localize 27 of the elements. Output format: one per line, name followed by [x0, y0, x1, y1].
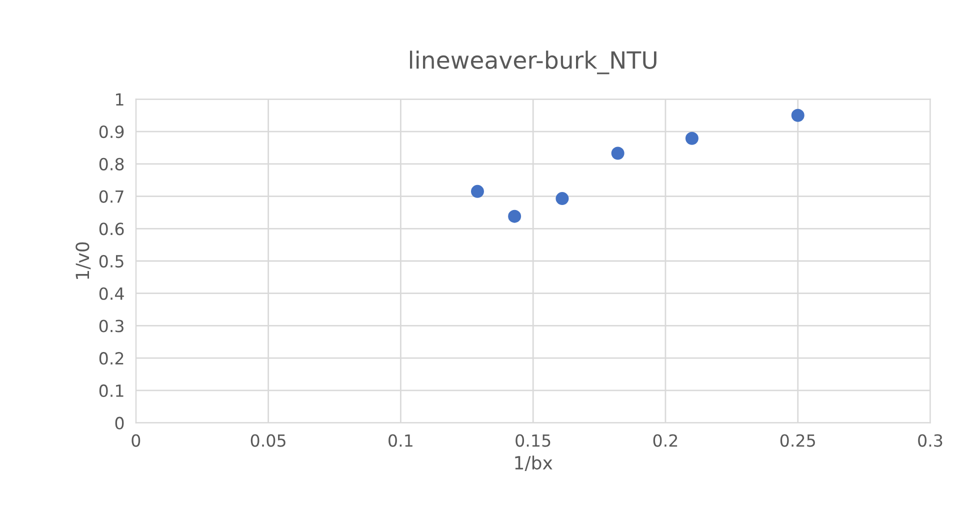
point	[791, 108, 804, 122]
y-tick-label: 1	[116, 93, 124, 106]
point	[611, 146, 624, 160]
chart-title: lineweaver-burk_NTU	[410, 50, 656, 74]
y-axis-title: 1/v0	[76, 242, 91, 279]
x-tick-label: 0.3	[918, 434, 942, 447]
x-tick-label: 0.15	[516, 434, 550, 447]
x-tick-label: 0.05	[250, 434, 286, 447]
y-tick-label: 0.1	[99, 384, 124, 398]
y-tick-label: 0	[115, 416, 124, 430]
x-tick-label: 0.2	[653, 434, 678, 447]
y-tick-label: 0.7	[99, 190, 124, 203]
point	[556, 192, 569, 206]
y-tick-label: 0.2	[99, 352, 124, 365]
x-tick-label: 0	[132, 434, 140, 447]
point	[508, 210, 522, 223]
point	[470, 184, 484, 198]
y-tick-label: 0.6	[99, 222, 124, 236]
y-tick-label: 0.4	[99, 287, 124, 300]
y-tick-label: 0.3	[99, 320, 124, 332]
x-tick-label: 0.1	[388, 434, 412, 447]
x-axis-title: 1/bx	[515, 456, 552, 472]
point	[685, 132, 698, 145]
x-tick-label: 0.25	[780, 434, 815, 447]
y-tick-label: 0.9	[99, 126, 124, 138]
y-tick-label: 0.5	[99, 254, 124, 268]
y-tick-label: 0.8	[99, 158, 124, 170]
